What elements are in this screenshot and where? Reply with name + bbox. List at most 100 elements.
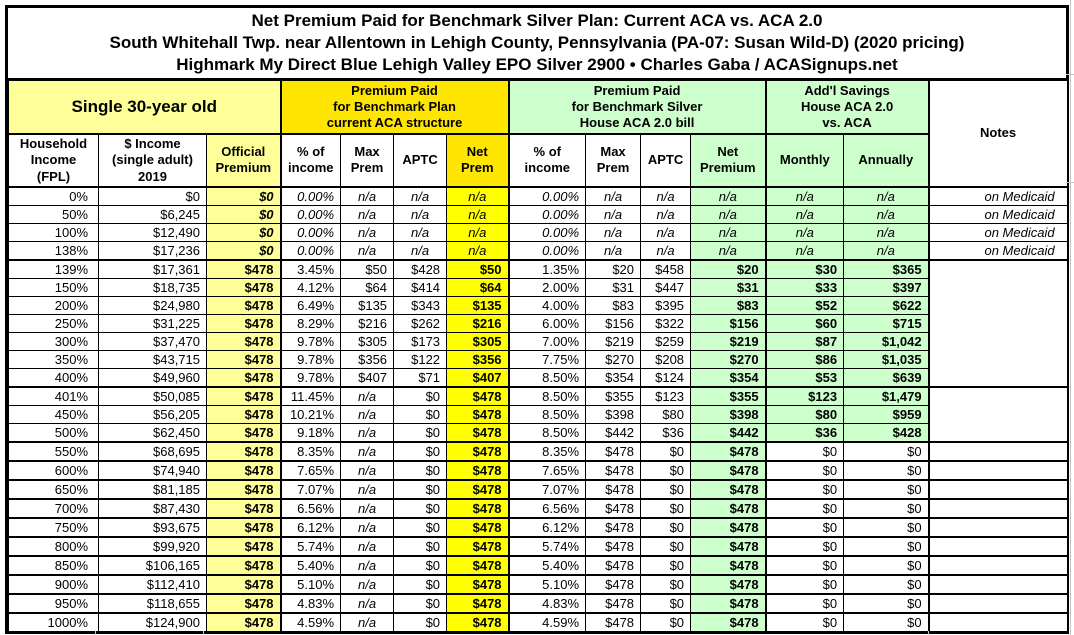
cell-aca-pct-income: 7.07%: [279, 479, 342, 500]
cell-aca-pct-income: 6.12%: [279, 517, 342, 538]
table-row: 150% $18,735 $478 4.12% $64 $414 $64 2.00% $31 $4…: [8, 277, 1067, 297]
cell-aca2-net-premium: $478: [690, 593, 767, 614]
cell-fpl: 100%: [8, 222, 99, 242]
cell-aca2-aptc: $259: [640, 331, 692, 351]
cell-aca2-max-prem: $31: [585, 277, 642, 297]
cell-official-premium: $478: [205, 295, 282, 315]
group-header-row: Single 30-year old Premium Paid for Benc…: [7, 79, 1067, 188]
cell-aca2-pct-income: 8.50%: [507, 422, 587, 443]
gridline: [928, 631, 929, 635]
column-header-aca-aptc: APTC: [393, 133, 448, 188]
cell-income: $6,245: [98, 204, 207, 224]
cell-savings-monthly: $86: [764, 349, 845, 369]
cell-aca2-max-prem: $478: [585, 593, 642, 614]
cell-aca-pct-income: 0.00%: [279, 204, 342, 224]
cell-aca2-net-premium: $478: [690, 555, 767, 576]
cell-official-premium: $0: [205, 240, 282, 261]
cell-aca-max-prem: n/a: [340, 460, 395, 481]
cell-fpl: 750%: [8, 517, 99, 538]
cell-aca-aptc: $173: [393, 331, 448, 351]
cell-aca-aptc: $0: [393, 440, 448, 462]
cell-notes: [927, 423, 1067, 442]
cell-income: $43,715: [98, 349, 207, 369]
cell-income: $18,735: [98, 277, 207, 297]
cell-official-premium: $478: [205, 349, 282, 369]
cell-aca2-aptc: n/a: [640, 204, 692, 224]
cell-aca-aptc: $0: [393, 593, 448, 614]
cell-aca2-aptc: $0: [640, 460, 692, 481]
cell-savings-annually: $0: [843, 460, 930, 481]
cell-aca2-max-prem: $478: [585, 479, 642, 500]
cell-aca-net-prem: $478: [446, 440, 510, 462]
cell-official-premium: $478: [205, 422, 282, 443]
column-header-income: $ Income (single adult) 2019: [98, 133, 207, 188]
cell-aca-pct-income: 0.00%: [279, 240, 342, 261]
cell-aca2-pct-income: 2.00%: [507, 277, 587, 297]
cell-aca2-pct-income: 5.40%: [507, 555, 587, 576]
cell-aca-net-prem: $478: [446, 498, 510, 519]
cell-savings-monthly: n/a: [764, 240, 845, 261]
cell-savings-annually: n/a: [843, 186, 930, 206]
cell-aca-net-prem: $478: [446, 517, 510, 538]
cell-aca2-aptc: $0: [640, 498, 692, 519]
cell-aca-net-prem: $478: [446, 460, 510, 481]
table-row: 100% $12,490 $0 0.00% n/a n/a n/a 0.00% n/a n/a n/…: [8, 222, 1067, 242]
cell-aca2-net-premium: $156: [690, 313, 767, 333]
table-row: 700% $87,430 $478 6.56% n/a $0 $478 6.56% $478 $0…: [8, 498, 1067, 519]
cell-income: $0: [98, 186, 207, 206]
column-header-aca-max-prem: Max Prem: [340, 133, 395, 188]
cell-aca-aptc: $343: [393, 295, 448, 315]
cell-aca-net-prem: n/a: [446, 240, 510, 261]
cell-aca-net-prem: $478: [446, 422, 510, 443]
cell-aca2-net-premium: $354: [690, 367, 767, 388]
cell-aca-net-prem: $478: [446, 555, 510, 576]
cell-aca-pct-income: 10.21%: [279, 404, 342, 424]
cell-fpl: 139%: [8, 258, 99, 279]
cell-income: $56,205: [98, 404, 207, 424]
cell-aca-aptc: $0: [393, 404, 448, 424]
table-row: 600% $74,940 $478 7.65% n/a $0 $478 7.65% $478 $0…: [8, 460, 1067, 481]
cell-aca-net-prem: $135: [446, 295, 510, 315]
cell-savings-monthly: $53: [764, 367, 845, 388]
cell-aca2-max-prem: $478: [585, 574, 642, 595]
cell-savings-annually: $0: [843, 536, 930, 557]
gridline: [95, 631, 96, 635]
cell-income: $87,430: [98, 498, 207, 519]
cell-aca2-aptc: $0: [640, 536, 692, 557]
cell-notes: on Medicaid: [927, 223, 1067, 242]
cell-notes: on Medicaid: [927, 241, 1067, 261]
cell-aca-net-prem: n/a: [446, 222, 510, 242]
cell-income: $50,085: [98, 385, 207, 406]
cell-aca-max-prem: n/a: [340, 574, 395, 595]
cell-savings-monthly: $80: [764, 404, 845, 424]
cell-aca-max-prem: n/a: [340, 204, 395, 224]
cell-aca2-aptc: $322: [640, 313, 692, 333]
cell-savings-annually: $0: [843, 555, 930, 576]
cell-income: $118,655: [98, 593, 207, 614]
cell-savings-annually: $0: [843, 612, 930, 631]
cell-aca2-pct-income: 4.00%: [507, 295, 587, 315]
cell-official-premium: $0: [205, 204, 282, 224]
cell-aca-pct-income: 5.74%: [279, 536, 342, 557]
cell-fpl: 550%: [8, 440, 99, 462]
cell-fpl: 900%: [8, 574, 99, 595]
cell-aca-pct-income: 3.45%: [279, 258, 342, 279]
cell-income: $12,490: [98, 222, 207, 242]
cell-aca-max-prem: n/a: [340, 240, 395, 261]
cell-income: $62,450: [98, 422, 207, 443]
cell-fpl: 50%: [8, 204, 99, 224]
cell-fpl: 300%: [8, 331, 99, 351]
cell-aca2-max-prem: $355: [585, 385, 642, 406]
cell-savings-annually: $397: [843, 277, 930, 297]
cell-aca2-pct-income: 5.74%: [507, 536, 587, 557]
cell-aca-aptc: $0: [393, 517, 448, 538]
cell-aca2-pct-income: 0.00%: [507, 222, 587, 242]
cell-aca-pct-income: 6.49%: [279, 295, 342, 315]
table-row: 50% $6,245 $0 0.00% n/a n/a n/a 0.00% n/a n/a n/a n…: [8, 204, 1067, 224]
cell-official-premium: $478: [205, 536, 282, 557]
cell-official-premium: $478: [205, 479, 282, 500]
cell-aca-pct-income: 4.12%: [279, 277, 342, 297]
cell-aca2-net-premium: $20: [690, 258, 767, 279]
table-row: 450% $56,205 $478 10.21% n/a $0 $478 8.50% $398 $…: [8, 404, 1067, 424]
cell-aca2-net-premium: $31: [690, 277, 767, 297]
